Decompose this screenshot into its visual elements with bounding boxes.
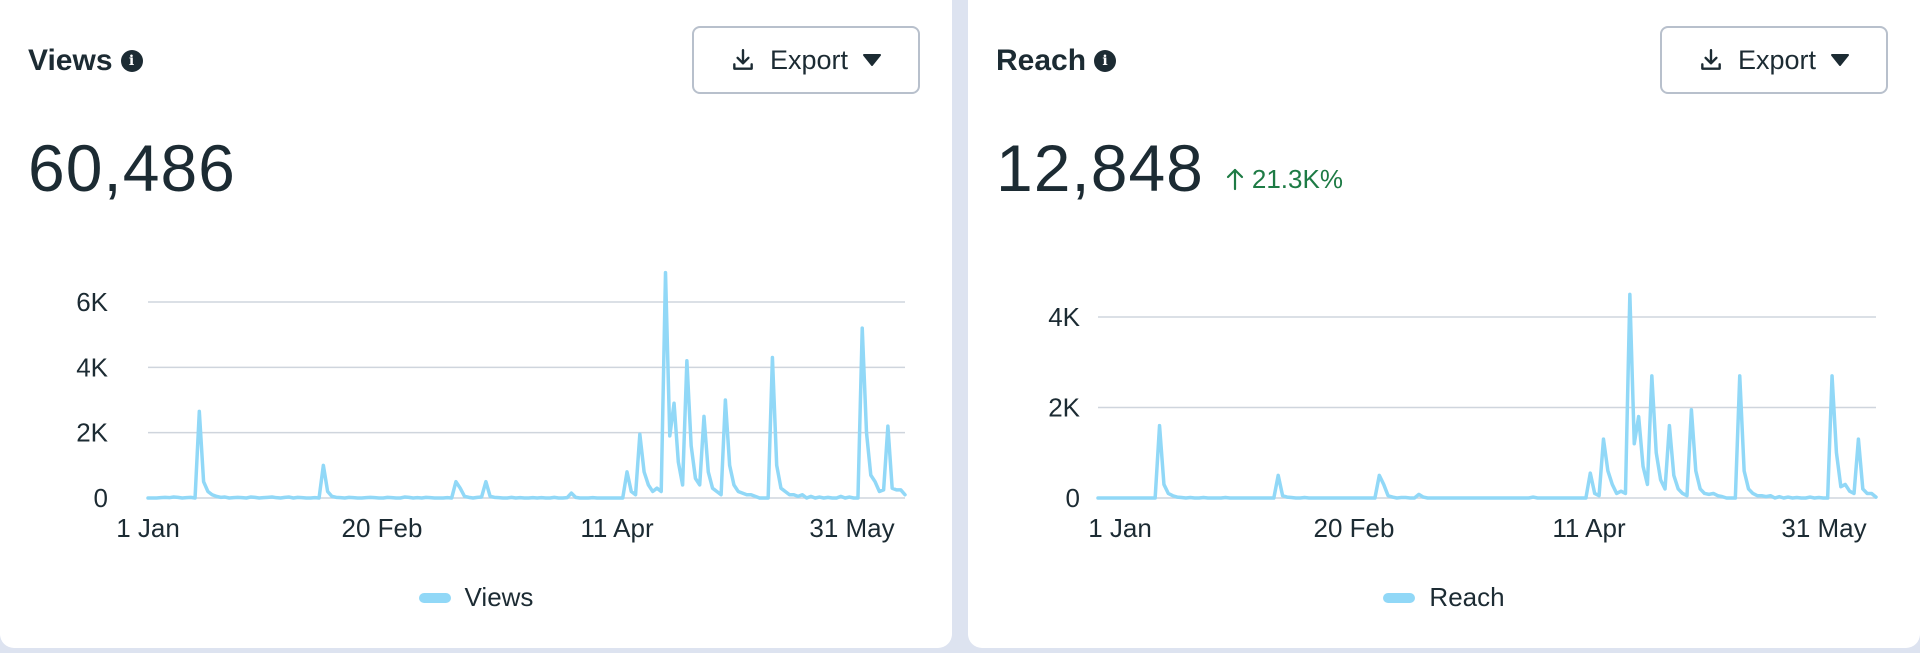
- caret-down-icon: [1831, 54, 1850, 66]
- info-icon[interactable]: i: [120, 50, 143, 72]
- views-legend[interactable]: Views: [0, 582, 952, 613]
- x-tick-label: 20 Feb: [1314, 513, 1395, 543]
- reach-metric-value: 12,848: [996, 131, 1204, 205]
- caret-down-icon: [863, 54, 882, 66]
- y-tick-label: 4K: [1048, 302, 1080, 332]
- reach-export-label: Export: [1737, 44, 1817, 75]
- reach-title: Reach i: [996, 44, 1117, 78]
- arrow-up-icon: [1226, 168, 1243, 191]
- y-tick-label: 4K: [76, 352, 108, 382]
- x-tick-label: 11 Apr: [1552, 513, 1626, 543]
- download-icon: [733, 49, 753, 70]
- legend-swatch: [1383, 592, 1416, 603]
- reach-title-text: Reach: [996, 44, 1087, 77]
- reach-metric-change: 21.3K%: [1226, 164, 1343, 195]
- info-icon[interactable]: i: [1094, 50, 1117, 72]
- views-title-text: Views: [28, 44, 113, 77]
- series-line-reach[interactable]: [1096, 292, 1878, 500]
- legend-swatch: [418, 592, 451, 603]
- x-tick-label: 31 May: [809, 513, 894, 543]
- views-export-label: Export: [769, 44, 849, 75]
- views-metric: 60,486: [28, 130, 236, 206]
- x-tick-label: 11 Apr: [580, 513, 654, 543]
- reach-metric-change-text: 21.3K%: [1251, 163, 1343, 194]
- reach-metric: 12,848 21.3K%: [996, 130, 1343, 206]
- y-tick-label: 2K: [76, 418, 108, 448]
- x-tick-label: 1 Jan: [116, 513, 180, 543]
- x-tick-label: 31 May: [1781, 513, 1866, 543]
- y-tick-label: 0: [1066, 483, 1080, 513]
- views-legend-label: Views: [464, 582, 534, 612]
- reach-export-button[interactable]: Export: [1660, 26, 1888, 94]
- reach-card: Reach i Export 12,848 21.3K% 0 2K 4K 1 Jan 2…: [968, 0, 1920, 648]
- y-tick-label: 0: [94, 483, 108, 513]
- reach-legend-label: Reach: [1429, 582, 1505, 612]
- views-title: Views i: [28, 44, 143, 78]
- views-chart: 0 2K 4K 6K 1 Jan 20 Feb 11 Apr 31 May: [76, 270, 907, 543]
- y-tick-label: 6K: [76, 287, 108, 317]
- views-metric-value: 60,486: [28, 131, 236, 205]
- reach-legend[interactable]: Reach: [968, 582, 1920, 613]
- x-tick-label: 1 Jan: [1088, 513, 1152, 543]
- views-export-button[interactable]: Export: [692, 26, 920, 94]
- download-icon: [1701, 49, 1721, 70]
- series-line-views[interactable]: [146, 270, 907, 500]
- x-tick-label: 20 Feb: [342, 513, 423, 543]
- y-tick-label: 2K: [1048, 393, 1080, 423]
- views-card: Views i Export 60,486 0 2K 4K 6K 1 Jan 20 Feb…: [0, 0, 952, 648]
- reach-chart: 0 2K 4K 1 Jan 20 Feb 11 Apr 31 May: [1048, 292, 1878, 543]
